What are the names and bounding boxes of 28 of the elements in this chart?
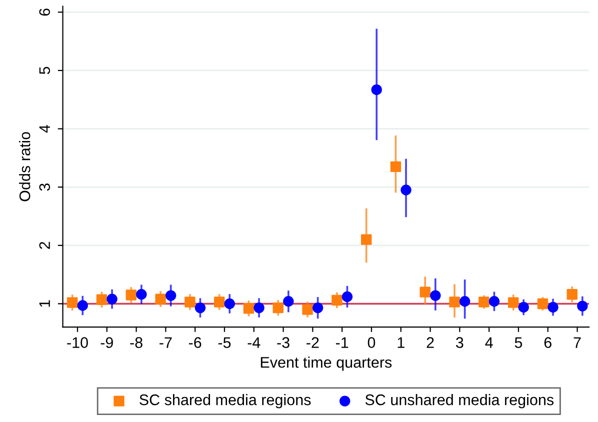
legend-label: SC shared media regions [140,394,311,408]
x-tick-label: -3 [277,337,290,348]
y-tick-label: 3 [39,184,50,191]
x-tick-label: -2 [306,337,319,348]
y-axis-title: Odds ratio [19,132,30,202]
x-tick-label: 1 [398,337,404,348]
y-tick-label: 4 [39,124,50,133]
x-axis-title: Event time quarters [260,356,392,371]
x-tick-label: -10 [67,337,88,348]
y-tick-label: 6 [39,8,50,16]
x-tick-label: -4 [248,337,260,348]
x-tick-label: -5 [218,337,231,348]
x-tick-label: 7 [574,337,581,348]
x-tick-label: 3 [456,337,464,348]
x-tick-label: 5 [514,337,522,348]
y-tick-label: 5 [39,66,50,74]
x-tick-label: -6 [188,337,202,348]
legend-label: SC unshared media regions [365,394,554,408]
y-tick-label: 2 [39,242,50,249]
x-tick-label: -8 [130,337,142,348]
x-tick-label: 0 [368,337,376,348]
x-tick-label: -1 [336,337,348,348]
x-tick-label: 4 [485,337,493,348]
x-tick-label: 6 [544,337,552,348]
x-tick-label: -9 [100,337,113,348]
y-tick-label: 1 [39,300,50,307]
x-tick-label: -7 [160,337,172,348]
x-tick-label: 2 [426,337,434,348]
